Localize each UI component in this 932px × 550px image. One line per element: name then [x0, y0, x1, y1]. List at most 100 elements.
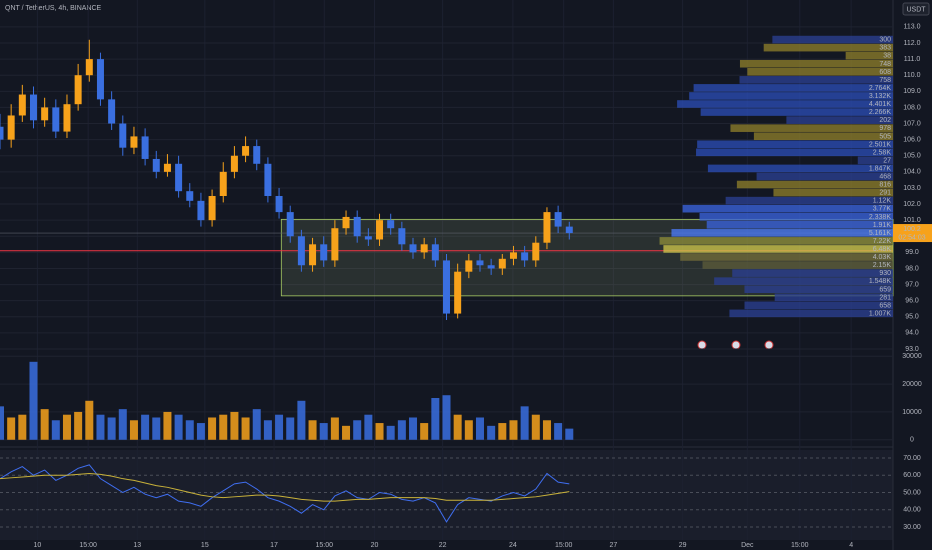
currency-button[interactable] [902, 2, 930, 16]
profile-label: 505 [879, 133, 891, 140]
event-flag[interactable] [697, 340, 707, 350]
candle-body [398, 228, 406, 245]
profile-bar [697, 140, 893, 149]
y-tick-label: 93.0 [905, 346, 919, 353]
rsi-pane [0, 450, 893, 540]
y-tick-label: 105.0 [903, 153, 921, 160]
profile-bar [677, 100, 893, 108]
x-tick-label: 24 [509, 542, 517, 549]
candle-body [253, 146, 261, 164]
y-tick-label: 70.00 [903, 455, 921, 462]
y-tick-label: 106.0 [903, 136, 921, 143]
candle-body [275, 196, 283, 213]
candle-body [152, 158, 160, 172]
profile-label: 1.12K [873, 198, 892, 205]
candle-body [175, 163, 183, 192]
event-flag[interactable] [731, 340, 741, 350]
candle-body [409, 244, 417, 253]
x-tick-label: 20 [371, 542, 379, 549]
profile-label: 383 [879, 45, 891, 52]
volume-bar [509, 420, 518, 440]
candle-body [532, 242, 540, 261]
x-tick-label: 15:00 [316, 542, 334, 549]
y-tick-label: 97.0 [905, 281, 919, 288]
profile-label: 2.58K [873, 149, 892, 156]
profile-label: 2.15K [873, 262, 892, 269]
candle-body [141, 136, 149, 159]
candle-body [353, 216, 361, 237]
profile-label: 1.91K [873, 222, 892, 229]
candle-body [286, 212, 294, 237]
x-tick-label: 4 [849, 542, 853, 549]
y-tick-label: 107.0 [903, 120, 921, 127]
candle-body [498, 258, 506, 269]
candle-body [476, 260, 484, 266]
profile-label: 1.548K [869, 278, 892, 285]
volume-bar [565, 428, 574, 440]
volume-bar [386, 425, 395, 440]
profile-bar [739, 59, 893, 68]
profile-bar [730, 124, 893, 132]
candle-body [342, 216, 350, 229]
profile-bar [786, 116, 893, 124]
y-tick-label: 50.00 [903, 489, 921, 496]
x-tick-label: 15:00 [791, 542, 809, 549]
profile-label: 2.501K [869, 141, 892, 148]
current-price-label: 100.2 [903, 226, 921, 233]
profile-bar [663, 245, 893, 253]
symbol-title: QNT / TetherUS, 4h, BINANCE [5, 5, 102, 12]
volume-bar [40, 409, 49, 440]
profile-bar [763, 43, 893, 52]
candle-body [509, 252, 517, 259]
y-tick-label: 104.0 [903, 169, 921, 176]
profile-bar [845, 51, 893, 60]
profile-bar [696, 148, 893, 157]
y-tick-label: 0 [910, 437, 914, 444]
candle-body [320, 244, 328, 261]
profile-bar [774, 293, 893, 302]
volume-bar [152, 417, 161, 440]
volume-bar [297, 400, 306, 440]
countdown-label: 02:54:03 [898, 234, 925, 241]
profile-label: 2.764K [869, 85, 892, 92]
volume-bar [129, 420, 138, 440]
y-tick-label: 102.0 [903, 201, 921, 208]
profile-label: 281 [879, 294, 891, 301]
y-tick-label: 110.0 [904, 72, 921, 79]
volume-bar [286, 417, 295, 440]
volume-bar [542, 420, 551, 440]
profile-label: 38 [883, 53, 891, 60]
currency-label[interactable]: USDT [906, 6, 926, 13]
candle-body [443, 260, 450, 314]
x-tick-label: 27 [609, 542, 617, 549]
x-tick-label: 10 [33, 542, 41, 549]
volume-bar [275, 414, 284, 440]
y-tick-label: 10000 [902, 409, 922, 416]
y-tick-label: 20000 [902, 381, 922, 388]
y-tick-label: 96.0 [905, 298, 919, 305]
volume-bar [185, 420, 194, 440]
x-tick-label: 15 [201, 542, 209, 549]
y-tick-label: 60.00 [903, 472, 921, 479]
profile-label: 468 [879, 174, 891, 181]
event-flag[interactable] [764, 340, 774, 350]
volume-bar [163, 411, 172, 440]
candle-body [96, 59, 104, 100]
profile-label: 1.007K [869, 310, 892, 317]
volume-bar [342, 425, 351, 440]
profile-bar [707, 164, 893, 173]
volume-bar [520, 406, 529, 440]
volume-bar [51, 420, 60, 440]
profile-label: 3.77K [873, 206, 892, 213]
profile-bar [732, 269, 893, 277]
candle-body [85, 59, 93, 76]
y-tick-label: 112.0 [904, 40, 921, 47]
volume-bar [74, 411, 83, 440]
candle-body [41, 107, 49, 121]
profile-bar [714, 277, 893, 285]
profile-label: 4.401K [869, 101, 892, 108]
candle-body [364, 236, 372, 240]
x-tick-label: Dec [741, 542, 754, 549]
profile-bar [682, 204, 893, 213]
